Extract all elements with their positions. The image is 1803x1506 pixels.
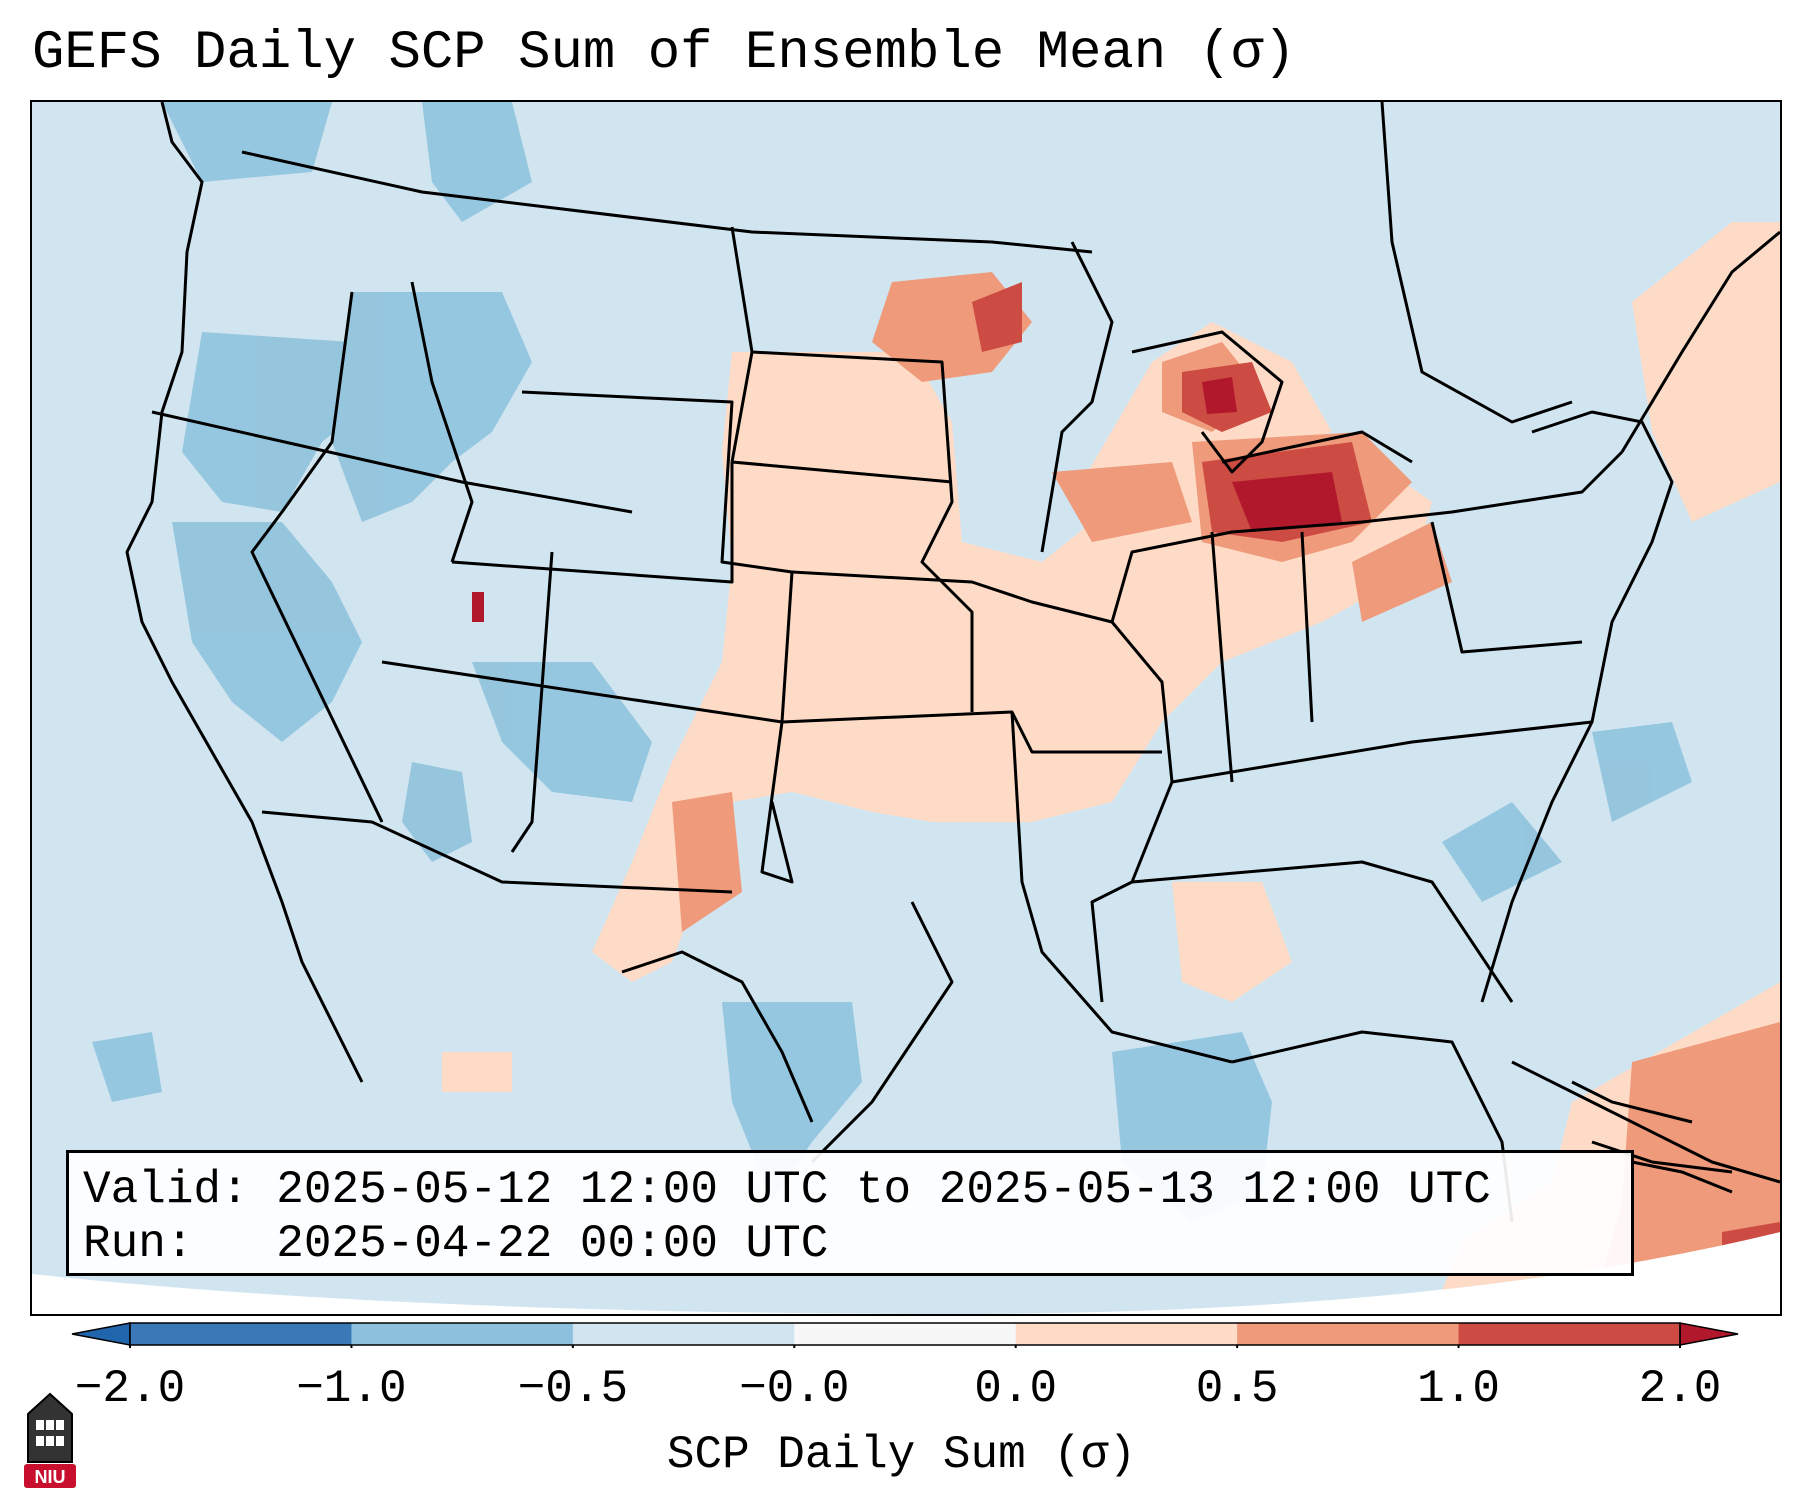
negative-anomaly-field: [92, 102, 1692, 1222]
colorbar-segment: [1458, 1323, 1681, 1345]
map-canvas: [32, 102, 1780, 1314]
state-borders: [125, 102, 1780, 1223]
colorbar-segment: [794, 1323, 1017, 1345]
colorbar-segment: [130, 1323, 352, 1345]
colorbar-tick-label: −0.5: [517, 1363, 629, 1415]
colorbar-tick-label: 0.0: [974, 1363, 1058, 1415]
colorbar-tick-label: 1.0: [1417, 1363, 1500, 1415]
colorbar-tick-label: −0.0: [739, 1363, 850, 1415]
colorbar: [71, 1322, 1739, 1348]
valid-run-info-box: Valid: 2025-05-12 12:00 UTC to 2025-05-1…: [66, 1150, 1634, 1276]
colorbar-tick-label: 2.0: [1638, 1363, 1722, 1415]
colorbar-extend-high: [1679, 1322, 1739, 1346]
valid-label: Valid:: [83, 1164, 249, 1216]
colorbar-segment: [351, 1323, 574, 1345]
niu-logo-icon: NIU: [24, 1392, 76, 1488]
colorbar-segment: [1237, 1323, 1460, 1345]
colorbar-tick-label: −1.0: [296, 1363, 407, 1415]
colorbar-tick-label: −2.0: [74, 1363, 186, 1415]
logo-text: NIU: [35, 1467, 66, 1487]
colorbar-segment: [572, 1323, 795, 1345]
run-label: Run:: [83, 1218, 194, 1270]
map-panel: [30, 100, 1782, 1316]
colorbar-label: SCP Daily Sum (σ): [666, 1429, 1137, 1481]
chart-title: GEFS Daily SCP Sum of Ensemble Mean (σ): [32, 23, 1296, 84]
colorbar-tick-label: 0.5: [1195, 1363, 1279, 1415]
colorbar-extend-low: [71, 1322, 131, 1346]
valid-time-range: 2025-05-12 12:00 UTC to 2025-05-13 12:00…: [276, 1164, 1491, 1216]
run-time: 2025-04-22 00:00 UTC: [276, 1218, 829, 1270]
colorbar-border: [129, 1322, 1681, 1346]
colorbar-segment: [1015, 1323, 1238, 1345]
caribbean-islands: [1571, 1080, 1733, 1194]
